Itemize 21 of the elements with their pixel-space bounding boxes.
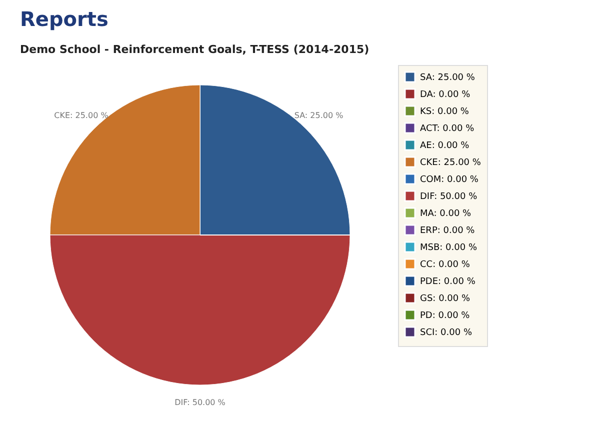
chart-subtitle: Demo School - Reinforcement Goals, T-TESS (2014-2015): [20, 43, 370, 56]
legend-label: GS: 0.00 %: [420, 294, 470, 304]
legend-label: KS: 0.00 %: [420, 107, 470, 117]
legend-label: ACT: 0.00 %: [420, 124, 475, 134]
legend-label: COM: 0.00 %: [420, 175, 479, 185]
data-label: SA: 25.00 %: [294, 111, 344, 120]
legend-label: DIF: 50.00 %: [420, 192, 478, 202]
legend-label: SCI: 0.00 %: [420, 328, 472, 338]
legend-label: DA: 0.00 %: [420, 90, 471, 100]
legend-label: PD: 0.00 %: [420, 311, 470, 321]
legend-label: MSB: 0.00 %: [420, 243, 478, 253]
legend-label: CC: 0.00 %: [420, 260, 470, 270]
legend-label: ERP: 0.00 %: [420, 226, 476, 236]
data-label: CKE: 25.00 %: [54, 111, 109, 120]
legend-label: CKE: 25.00 %: [420, 158, 482, 168]
legend-label: SA: 25.00 %: [420, 73, 476, 83]
data-label: DIF: 50.00 %: [174, 398, 226, 407]
chart-title: Reports: [20, 7, 108, 31]
legend-label: MA: 0.00 %: [420, 209, 472, 219]
legend-label: PDE: 0.00 %: [420, 277, 476, 287]
legend-label: AE: 0.00 %: [420, 141, 470, 151]
